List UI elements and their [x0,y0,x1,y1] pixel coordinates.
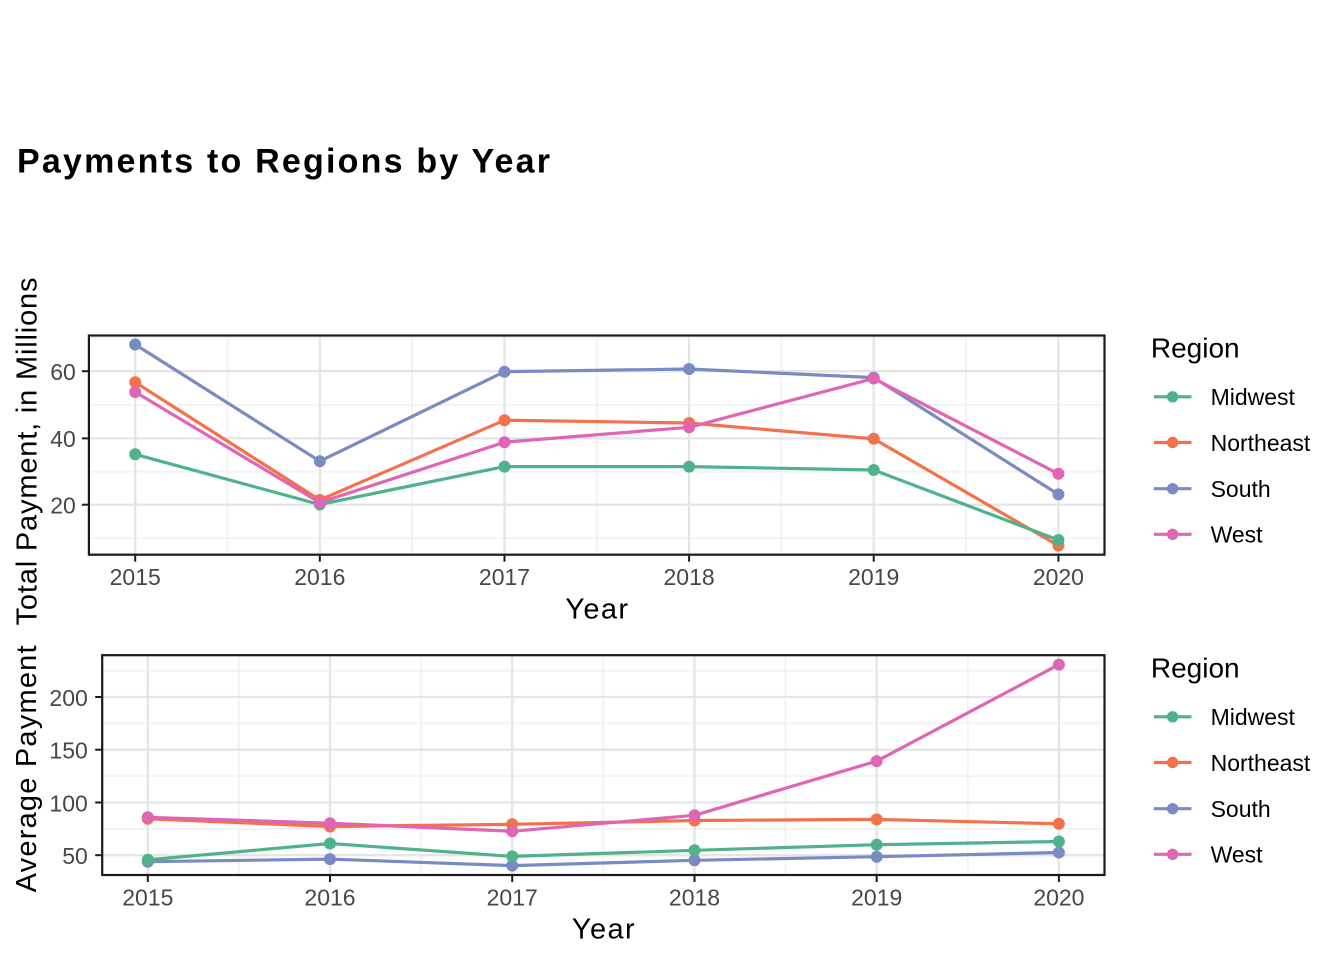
svg-text:Region: Region [1151,652,1240,683]
svg-text:20: 20 [50,493,76,519]
svg-text:2018: 2018 [664,564,715,590]
svg-text:60: 60 [50,359,76,385]
svg-text:Region: Region [1151,332,1240,363]
svg-text:2016: 2016 [294,564,345,590]
svg-text:2016: 2016 [304,885,355,911]
svg-text:150: 150 [49,738,87,764]
svg-text:2020: 2020 [1033,564,1084,590]
svg-text:2019: 2019 [851,885,902,911]
svg-text:West: West [1211,522,1264,548]
svg-text:2015: 2015 [110,564,161,590]
svg-text:2015: 2015 [122,885,173,911]
svg-text:100: 100 [49,790,87,816]
svg-text:Year: Year [565,594,628,626]
svg-text:South: South [1211,476,1271,502]
svg-text:200: 200 [49,685,87,711]
svg-text:Year: Year [572,914,635,946]
svg-text:Total Payment, in Millions: Total Payment, in Millions [12,278,44,626]
svg-text:2018: 2018 [669,885,720,911]
svg-text:South: South [1211,796,1271,822]
svg-text:Midwest: Midwest [1211,384,1296,410]
svg-text:Midwest: Midwest [1211,704,1296,730]
svg-text:Northeast: Northeast [1211,430,1311,456]
svg-text:Average Payment: Average Payment [11,645,43,892]
svg-text:West: West [1211,842,1264,868]
svg-text:40: 40 [50,426,76,452]
svg-text:2020: 2020 [1033,885,1084,911]
svg-text:Northeast: Northeast [1211,750,1311,776]
svg-text:2017: 2017 [487,885,538,911]
svg-text:Payments to Regions by Year: Payments to Regions by Year [17,142,550,180]
svg-text:2017: 2017 [479,564,530,590]
svg-text:50: 50 [62,843,88,869]
svg-text:2019: 2019 [848,564,899,590]
